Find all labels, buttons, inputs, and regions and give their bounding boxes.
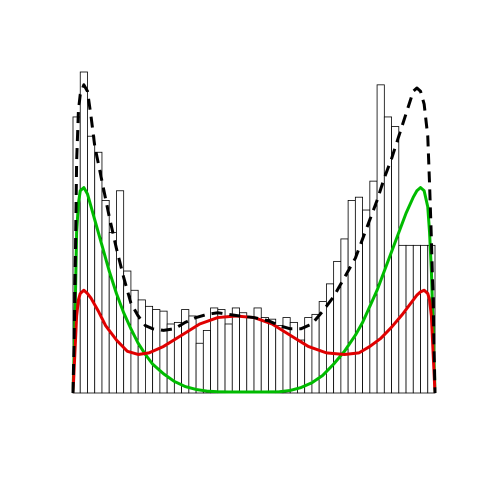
- histogram-bar: [123, 270, 132, 394]
- histogram-bar: [202, 329, 211, 394]
- histogram-bar: [101, 199, 110, 394]
- histogram-bar: [231, 307, 240, 394]
- histogram-bar: [108, 232, 117, 394]
- histogram-bars: [72, 71, 436, 394]
- histogram-bar: [268, 318, 277, 394]
- histogram-bar: [79, 71, 88, 394]
- histogram-bar: [144, 305, 154, 394]
- histogram-bar: [405, 244, 414, 394]
- histogram-bar: [260, 317, 269, 394]
- total-density-curve: [71, 83, 437, 394]
- histogram-bar: [333, 260, 342, 394]
- histogram-bar: [275, 325, 284, 394]
- histogram-bar: [412, 244, 421, 394]
- histogram-bar: [354, 196, 363, 394]
- histogram-bar: [239, 312, 248, 394]
- histogram-bar: [159, 310, 168, 394]
- histogram-bar: [369, 180, 378, 394]
- histogram-bar: [116, 190, 125, 394]
- histogram-bar: [347, 199, 356, 394]
- density-curves: [71, 83, 437, 394]
- green-component-curve: [71, 186, 437, 394]
- histogram-bar: [224, 323, 233, 394]
- histogram-bar: [391, 126, 400, 394]
- histogram-bar: [246, 317, 255, 394]
- histogram-bar: [217, 309, 226, 394]
- histogram-bar: [195, 342, 204, 394]
- histogram-bar: [289, 321, 298, 394]
- histogram-bar: [94, 151, 103, 394]
- histogram-bar: [87, 135, 96, 394]
- histogram-bar: [376, 84, 385, 394]
- histogram-bar: [340, 238, 349, 394]
- histogram-bar: [420, 244, 429, 394]
- histogram-bar: [166, 323, 175, 394]
